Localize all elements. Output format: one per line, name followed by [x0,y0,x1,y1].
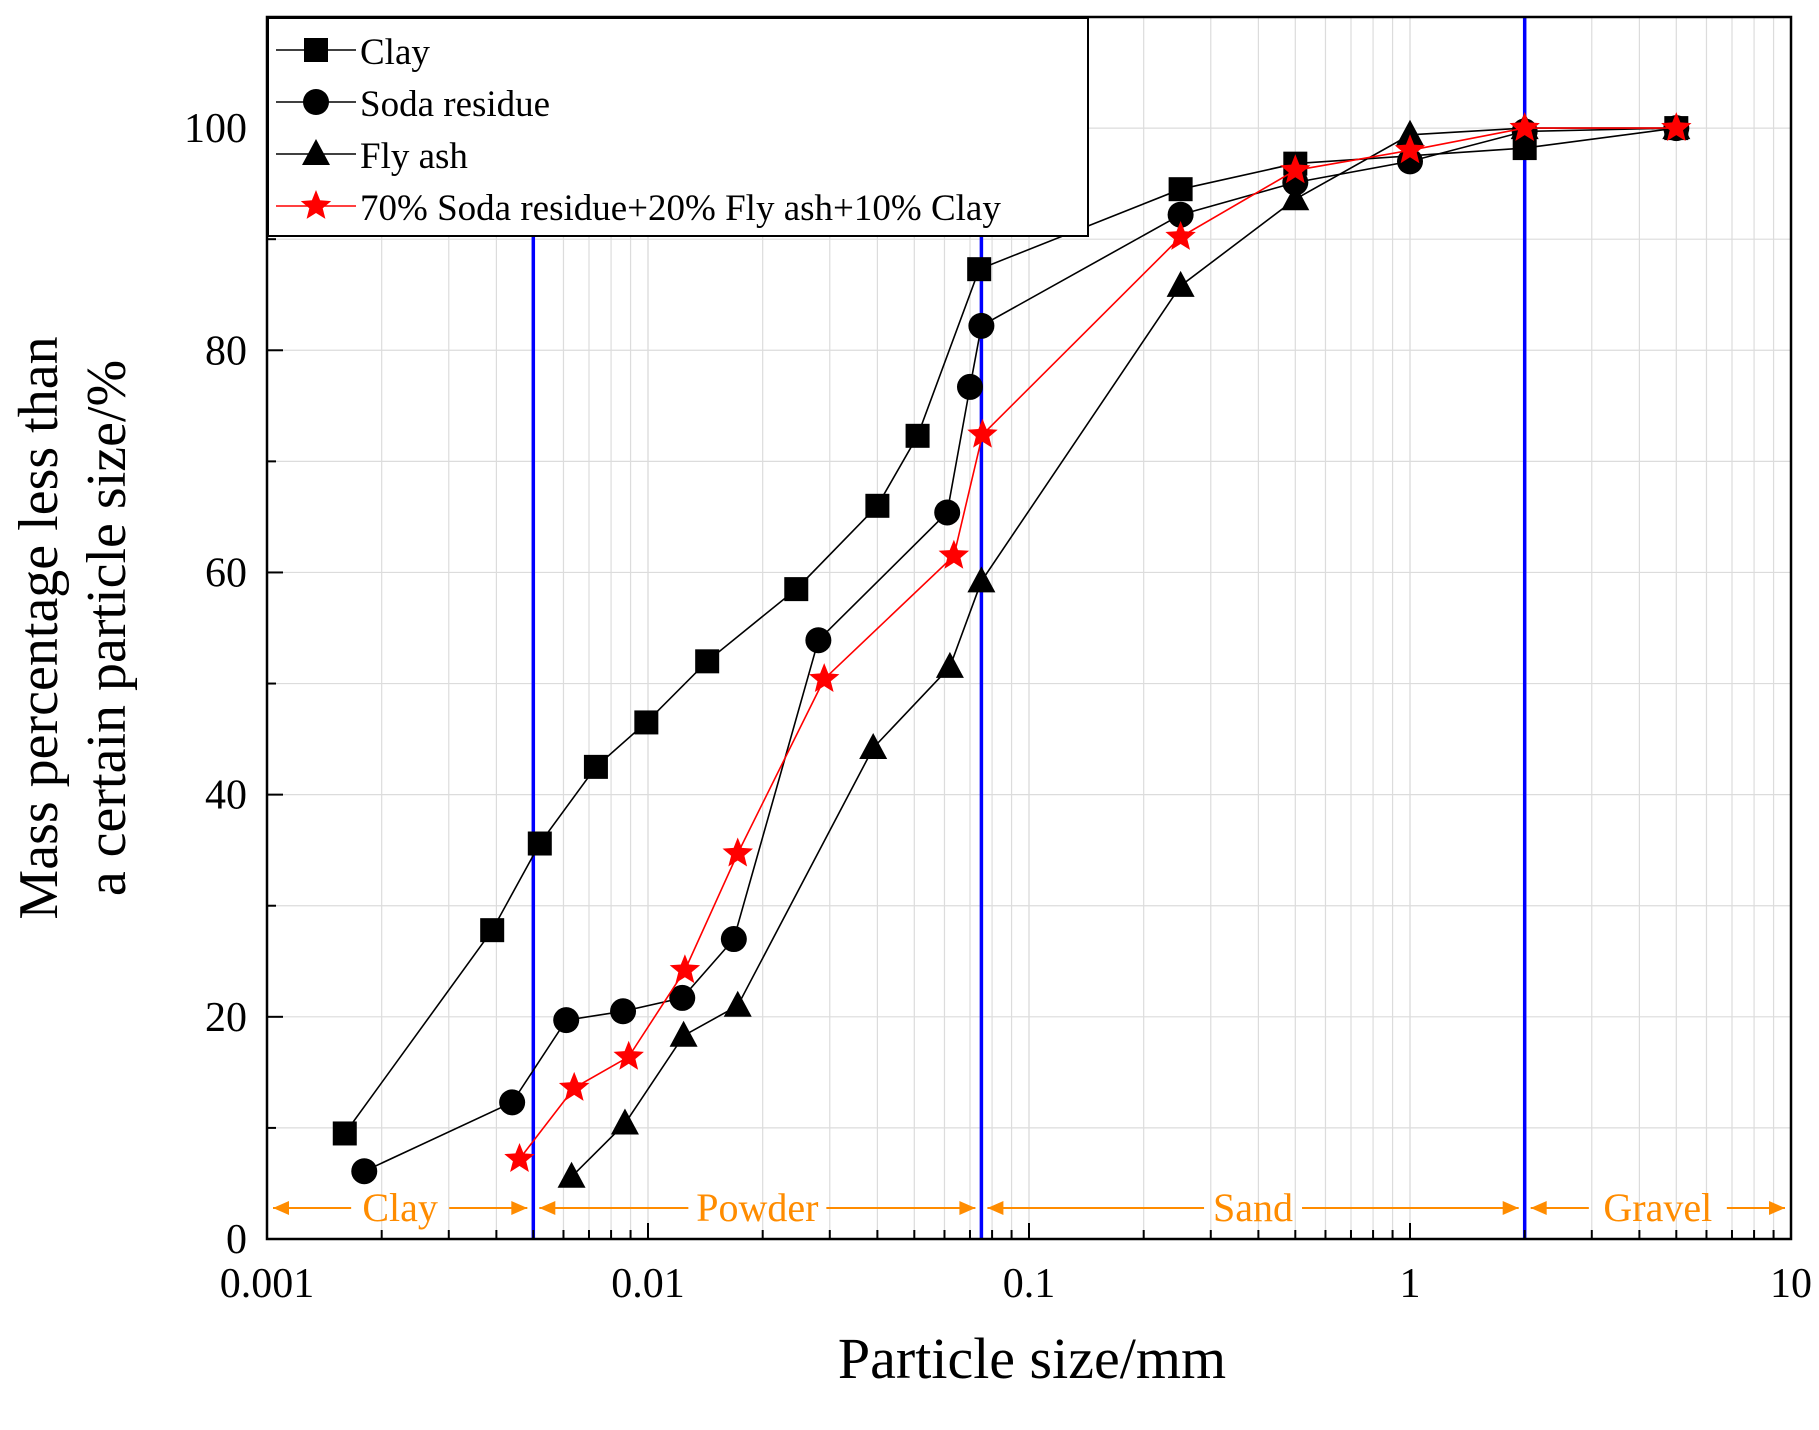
data-point-circle [956,373,983,400]
y-axis-label-line1: Mass percentage less than [8,336,70,919]
y-tick-label: 0 [226,1217,247,1263]
x-tick-label: 1 [1400,1261,1421,1307]
y-tick-label: 60 [205,550,247,596]
data-point-triangle [967,566,996,593]
data-point-triangle [723,990,752,1017]
data-point-square [967,257,992,282]
legend-label: Soda residue [360,84,550,125]
series-line-square [344,127,1677,1134]
zone-arrowhead [539,1201,556,1215]
x-tick-label: 0.001 [220,1261,315,1307]
legend-box [267,17,1089,237]
y-tick-label: 80 [205,328,247,374]
series-layer [332,112,1692,1188]
data-point-star [1394,134,1426,164]
x-axis-label: Particle size/mm [838,1326,1226,1391]
legend-label: Clay [360,32,430,73]
data-point-square [332,1121,357,1146]
data-point-triangle [669,1020,698,1047]
legend-marker-square [304,38,328,62]
zone-arrowhead [273,1201,289,1215]
data-point-circle [934,499,961,526]
data-point-square [527,831,552,856]
zone-label: Gravel [1603,1185,1712,1230]
legend-entry: Soda residue [276,84,550,125]
zone-arrowhead [511,1201,528,1215]
data-point-star [938,539,970,569]
legend-marker-star [300,190,332,219]
legend: Clay Soda residue Fly ash 70% Soda residue+… [267,17,1089,237]
axis-ticks [266,16,1792,1240]
data-point-star [1280,154,1311,184]
data-point-circle [610,998,637,1025]
data-point-star [722,837,753,867]
data-point-star [504,1143,535,1172]
data-point-star [967,418,998,448]
zone-arrowhead [1502,1201,1519,1215]
x-tick-label: 0.01 [611,1261,685,1307]
data-point-circle [553,1007,580,1034]
data-point-star [1509,112,1540,141]
zone-arrowhead [1530,1201,1547,1215]
legend-entry: Fly ash [276,136,468,177]
data-point-square [784,577,809,602]
data-point-circle [351,1158,378,1185]
data-point-circle [720,926,747,953]
data-point-square [865,493,890,518]
data-point-circle [669,984,696,1011]
y-tick-label: 40 [205,773,247,819]
series-star [504,112,1692,1172]
data-point-triangle [1166,270,1195,297]
zone-arrowhead [987,1201,1004,1215]
data-point-square [695,649,720,674]
zone-label: Clay [362,1185,438,1230]
data-point-star [613,1040,644,1070]
y-axis-label-line2: a certain particle size/% [76,360,138,896]
zone-label: Powder [696,1185,818,1230]
data-point-triangle [1281,184,1310,211]
data-point-star [1165,221,1196,250]
data-point-star [809,663,840,692]
data-point-triangle [935,651,964,678]
zone-gravel: Gravel [1530,1185,1785,1230]
data-point-triangle [610,1108,639,1135]
zone-annotations: Clay Powder Sand Gravel [273,1185,1785,1230]
zone-clay: Clay [273,1185,528,1230]
data-point-circle [805,627,832,654]
series-line-triangle [570,127,1677,1178]
data-point-square [480,918,505,943]
zone-label: Sand [1213,1185,1293,1230]
legend-marker-circle [303,89,329,115]
data-point-circle [968,312,995,339]
x-tick-label: 0.1 [1003,1261,1056,1307]
y-tick-label: 20 [205,995,247,1041]
data-point-square [905,423,930,448]
legend-entry: Clay [276,32,430,73]
data-point-circle [499,1089,526,1116]
data-point-star [669,954,701,984]
zone-sand: Sand [987,1185,1519,1230]
data-point-square [634,710,659,735]
legend-marker-triangle [302,139,330,165]
data-point-star [1661,112,1692,141]
x-tick-label: 10 [1770,1261,1812,1307]
data-point-triangle [557,1161,586,1188]
zone-arrowhead [959,1201,976,1215]
zone-arrowhead [1769,1201,1785,1215]
legend-entry: 70% Soda residue+20% Fly ash+10% Clay [276,188,1001,229]
data-point-triangle [859,732,888,759]
data-point-circle [1167,201,1194,228]
zone-powder: Powder [539,1185,976,1230]
data-point-star [558,1071,590,1101]
data-point-square [583,754,608,779]
legend-label: 70% Soda residue+20% Fly ash+10% Clay [360,188,1001,229]
data-point-triangle [1396,119,1424,146]
data-point-square [1168,177,1193,202]
y-tick-label: 100 [184,106,247,152]
legend-label: Fly ash [360,136,468,177]
